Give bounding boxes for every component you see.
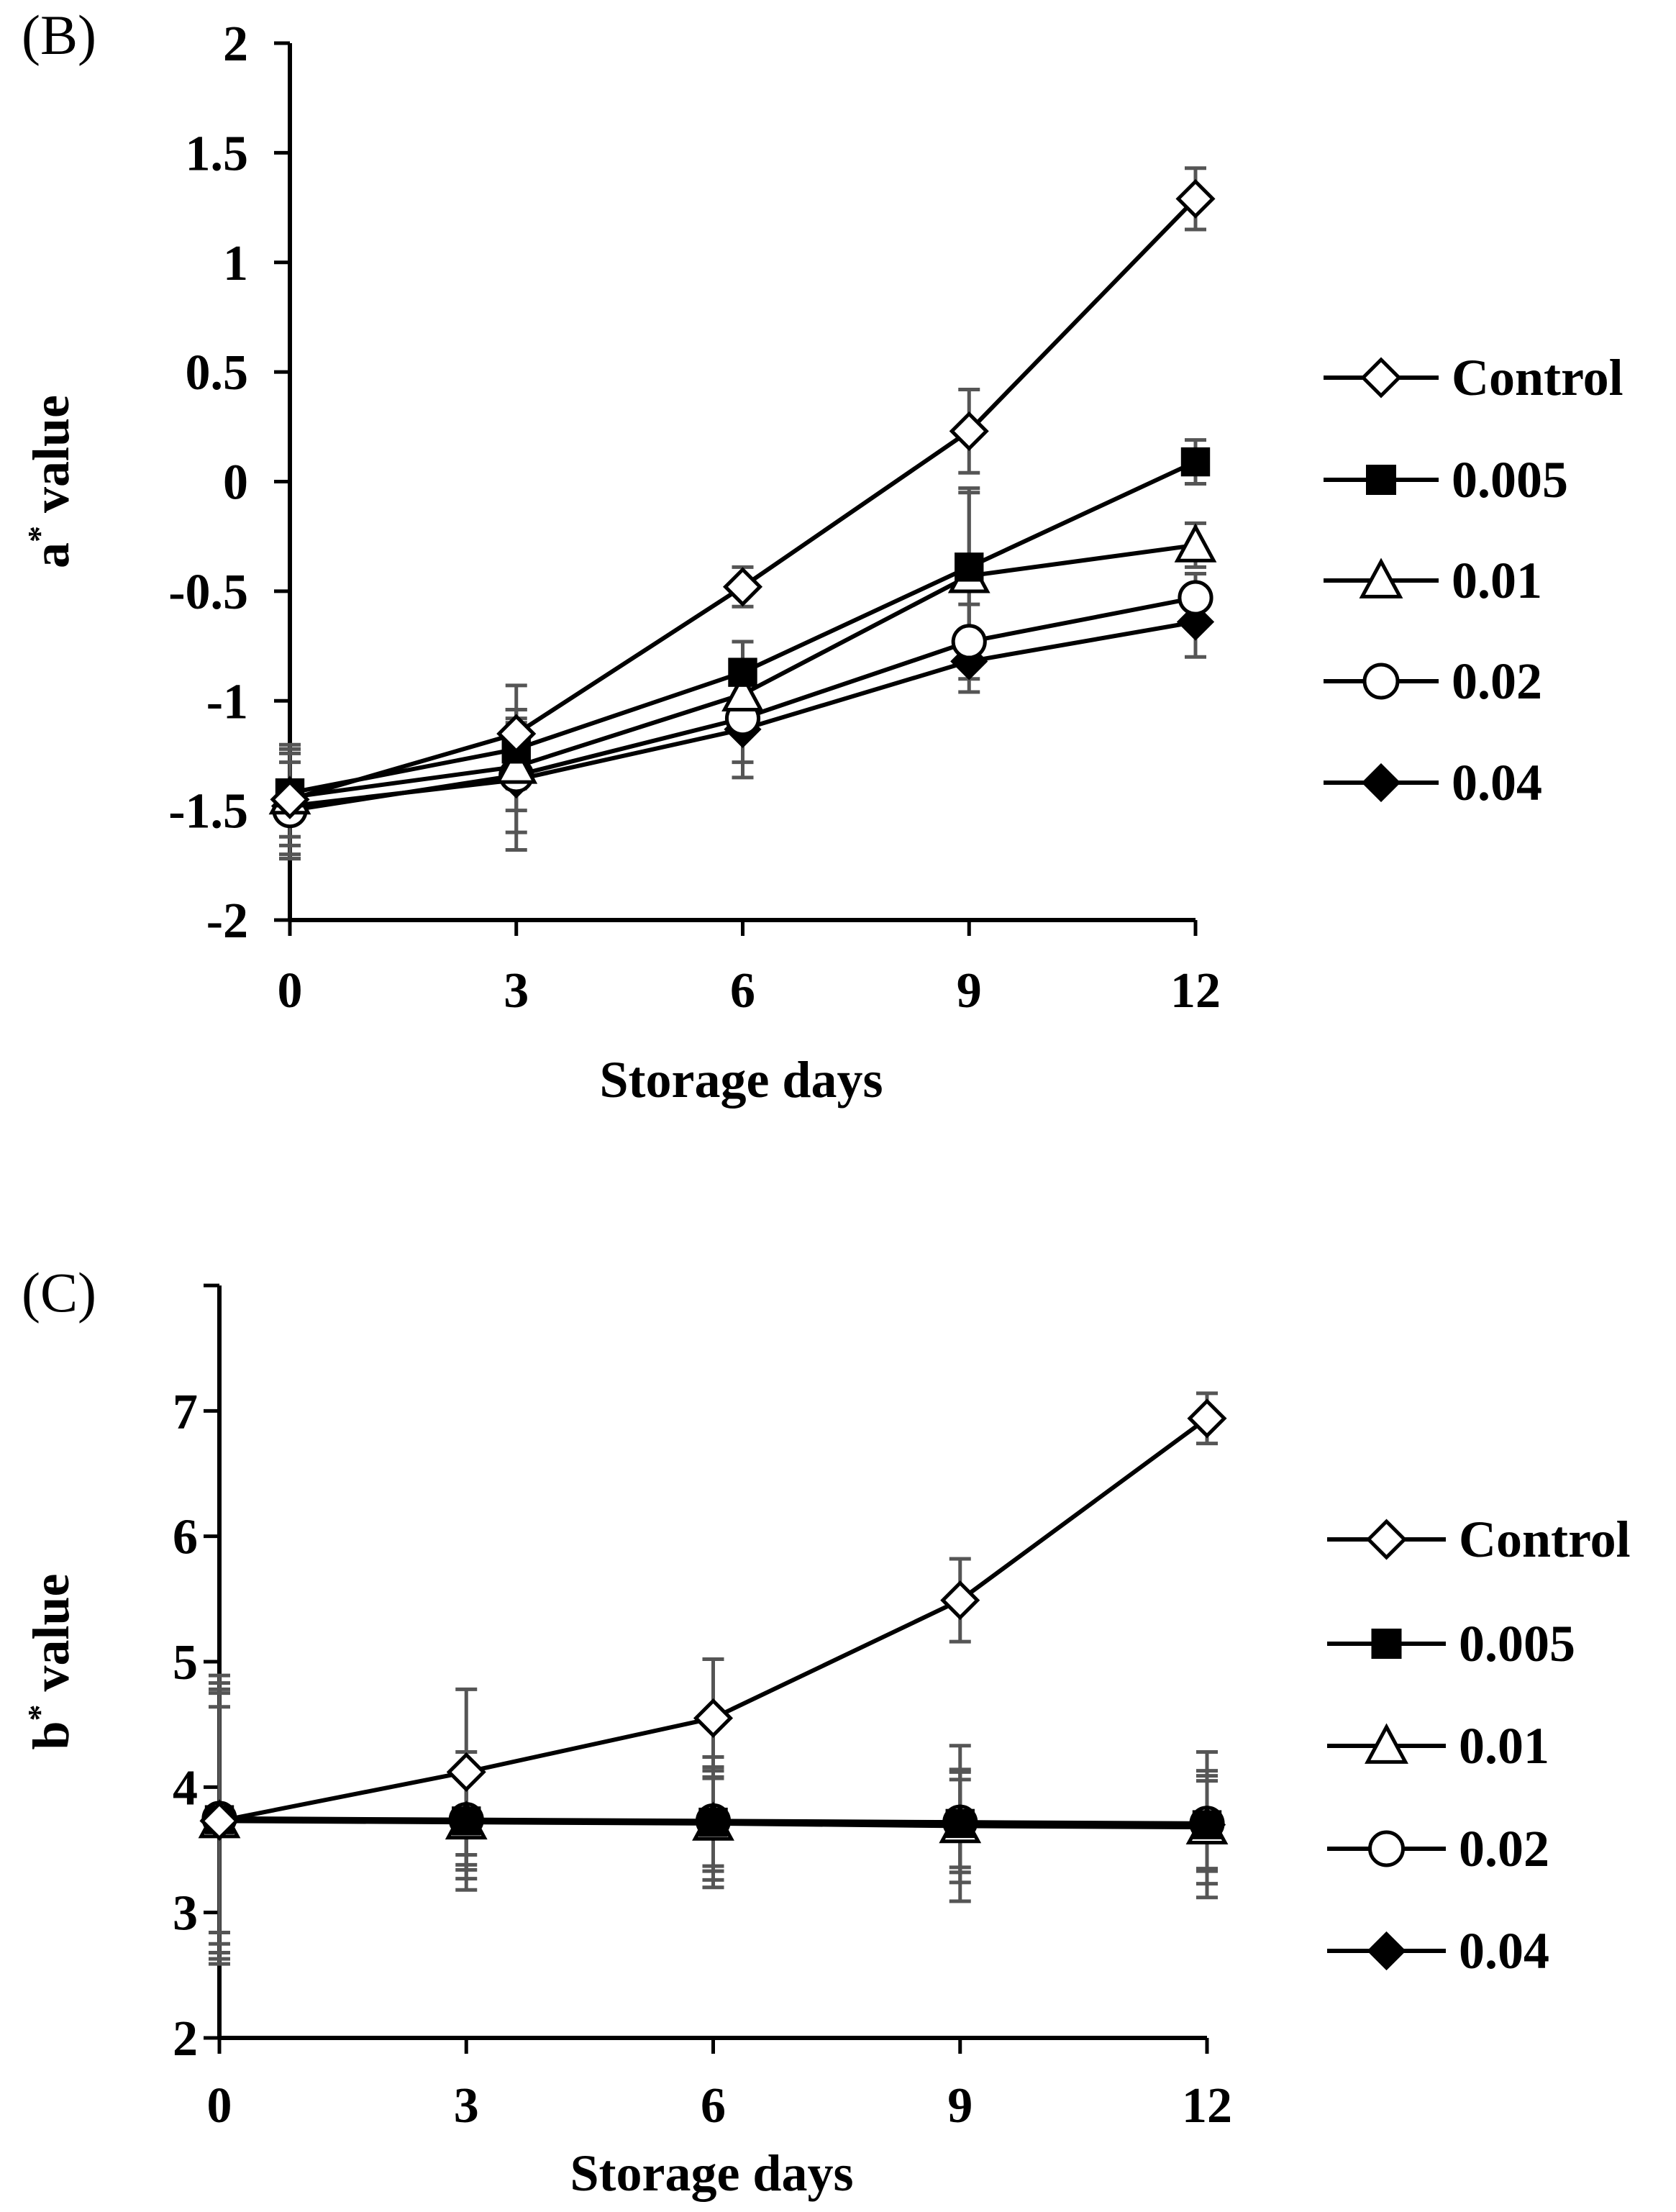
panel-b: (B) 2 1.5 1 0.5 0 -0.5 -1 -1.5 -2 0 3 6 9 12 Storage da… xyxy=(21,4,1623,1109)
y-tick-label: 4 xyxy=(173,1760,198,1816)
y-tick-label: 6 xyxy=(173,1510,198,1565)
series-points-Control xyxy=(270,178,1216,819)
legend-item-0-005: 0.005 xyxy=(1324,451,1568,509)
y-tick-label: 2 xyxy=(173,2011,198,2067)
x-tick-label: 3 xyxy=(454,2078,479,2134)
y-axis-title: a* value xyxy=(21,395,81,568)
y-tick-label: -1.5 xyxy=(168,784,248,839)
legend-label: 0.005 xyxy=(1459,1615,1575,1672)
data-point xyxy=(1176,603,1215,641)
y-tick-label: 1.5 xyxy=(186,126,249,181)
legend-label: 0.02 xyxy=(1459,1820,1549,1878)
data-point xyxy=(940,1580,980,1621)
data-point xyxy=(496,714,537,754)
y-tick-label: 7 xyxy=(173,1384,198,1439)
x-tick-label: 0 xyxy=(278,963,303,1019)
legend-marker xyxy=(1367,1931,1406,1971)
legend-marker xyxy=(1371,1629,1402,1659)
data-point xyxy=(955,552,984,582)
y-tick-label: 3 xyxy=(173,1886,198,1942)
y-tick-label: -1 xyxy=(206,674,248,729)
x-axis-title: Storage days xyxy=(570,2144,854,2202)
y-tick-label: 0 xyxy=(223,455,248,511)
y-axis-title-superscript: * xyxy=(21,526,58,542)
legend-item-Control: Control xyxy=(1324,349,1623,406)
data-point xyxy=(951,624,987,660)
data-point xyxy=(446,1752,486,1792)
x-tick-label: 9 xyxy=(947,2078,973,2134)
legend-marker xyxy=(1368,1830,1405,1867)
data-point xyxy=(270,779,310,819)
legend-item-0-04: 0.04 xyxy=(1324,754,1542,811)
x-tick-label: 12 xyxy=(1182,2078,1232,2134)
data-point xyxy=(199,1801,240,1841)
legend-marker xyxy=(1359,557,1403,598)
legend-label: 0.04 xyxy=(1459,1922,1549,1980)
series-points-Control xyxy=(199,1398,1227,1841)
legend-item-0-01: 0.01 xyxy=(1327,1717,1549,1775)
legend-label: Control xyxy=(1459,1511,1631,1568)
data-point xyxy=(1187,1398,1227,1439)
data-point xyxy=(1178,580,1213,616)
legend-marker xyxy=(1361,763,1401,803)
y-axis-title-letter: a xyxy=(22,542,80,568)
data-point xyxy=(693,1698,734,1738)
y-axis-title-letter: b xyxy=(22,1721,80,1749)
data-point xyxy=(1175,178,1216,219)
data-point xyxy=(1174,523,1217,563)
legend-item-0-02: 0.02 xyxy=(1327,1820,1549,1878)
x-tick-label: 6 xyxy=(730,963,755,1019)
y-tick-label: 2 xyxy=(223,17,248,72)
legend-marker xyxy=(1365,1519,1408,1560)
legend: Control 0.005 0.01 0.02 0.04 xyxy=(1324,349,1623,811)
data-point xyxy=(452,1806,481,1836)
data-point xyxy=(728,657,757,687)
data-point xyxy=(949,411,989,451)
legend-item-0-01: 0.01 xyxy=(1324,552,1542,609)
y-axis-title-suffix: value xyxy=(22,1573,80,1704)
data-point xyxy=(945,1808,975,1839)
legend-label: 0.02 xyxy=(1452,652,1542,710)
y-axis-title-superscript: * xyxy=(21,1704,58,1721)
legend-label: Control xyxy=(1452,349,1623,406)
y-axis-title: b* value xyxy=(21,1573,81,1749)
legend-label: 0.005 xyxy=(1452,451,1568,509)
panel-label: (C) xyxy=(22,1261,96,1324)
data-point xyxy=(1192,1810,1222,1839)
legend-item-0-02: 0.02 xyxy=(1324,652,1542,710)
y-tick-label: -2 xyxy=(206,893,248,949)
x-tick-label: 9 xyxy=(957,963,982,1019)
legend-item-0-04: 0.04 xyxy=(1327,1922,1549,1980)
legend-label: 0.04 xyxy=(1452,754,1542,811)
y-tick-label: 0.5 xyxy=(186,345,249,401)
legend-label: 0.01 xyxy=(1459,1717,1549,1775)
legend-marker xyxy=(1365,1723,1408,1764)
x-tick-label: 3 xyxy=(504,963,529,1019)
y-tick-label: -0.5 xyxy=(168,565,248,620)
y-tick-label: 1 xyxy=(223,236,248,291)
x-axis-title: Storage days xyxy=(600,1051,883,1109)
data-point xyxy=(495,745,538,784)
legend-marker xyxy=(1366,465,1396,495)
legend-marker xyxy=(1360,357,1402,399)
data-point xyxy=(721,672,764,712)
panel-c: (C) 7 6 5 4 3 20 3 6 9 12 Storage days b* value Contr… xyxy=(21,1261,1631,2202)
y-tick-label: 5 xyxy=(173,1635,198,1690)
x-tick-label: 12 xyxy=(1170,963,1221,1019)
data-point xyxy=(698,1807,728,1837)
x-tick-label: 0 xyxy=(207,2078,232,2134)
legend-item-Control: Control xyxy=(1327,1511,1631,1568)
data-point xyxy=(1180,447,1211,477)
legend-item-0-005: 0.005 xyxy=(1327,1615,1575,1672)
x-tick-label: 6 xyxy=(701,2078,726,2134)
y-axis-title-suffix: value xyxy=(22,395,80,526)
panel-label: (B) xyxy=(22,4,96,66)
legend-marker xyxy=(1362,663,1400,700)
data-point xyxy=(722,567,763,607)
legend: Control 0.005 0.01 0.02 0.04 xyxy=(1327,1511,1631,1980)
legend-label: 0.01 xyxy=(1452,552,1542,609)
